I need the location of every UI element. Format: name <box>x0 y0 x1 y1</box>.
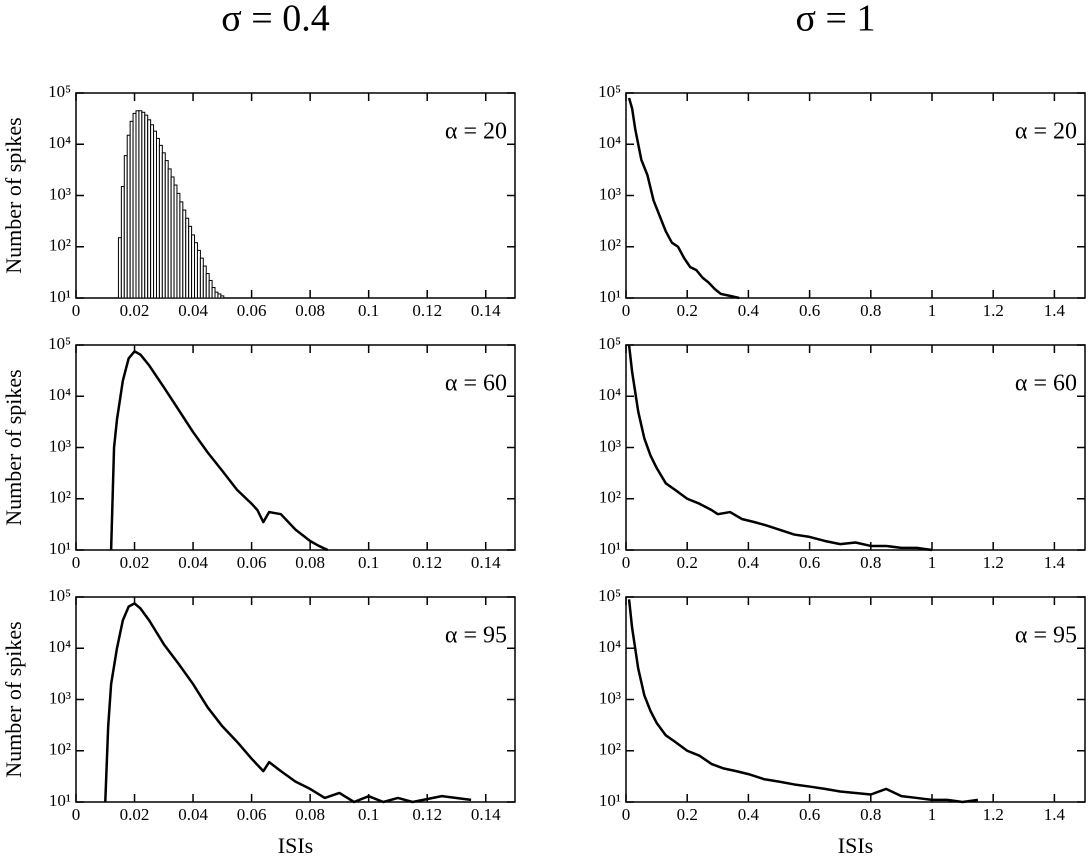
y-tick-label: 10¹ <box>599 791 621 810</box>
x-tick-label: 0.08 <box>295 301 325 320</box>
y-tick-label: 10³ <box>599 436 621 455</box>
x-tick-label: 0.06 <box>237 553 267 572</box>
x-tick-label: 0.14 <box>471 553 501 572</box>
x-tick-label: 0 <box>622 805 631 824</box>
x-tick-label: 0.2 <box>677 553 698 572</box>
y-tick-label: 10¹ <box>49 287 71 306</box>
column-title: σ = 1 <box>796 0 876 40</box>
x-tick-label: 0.6 <box>799 805 820 824</box>
y-tick-label: 10⁵ <box>598 82 621 101</box>
x-tick-label: 0.4 <box>738 301 760 320</box>
y-tick-label: 10⁴ <box>48 133 71 152</box>
x-tick-label: 0 <box>72 805 81 824</box>
x-tick-label: 0 <box>622 553 631 572</box>
annotation: α = 95 <box>445 623 507 649</box>
y-tick-label: 10¹ <box>49 791 71 810</box>
x-tick-label: 0.06 <box>237 805 267 824</box>
data-line <box>627 97 740 300</box>
y-tick-label: 10² <box>599 488 621 507</box>
y-tick-label: 10² <box>49 236 71 255</box>
x-tick-label: 0.12 <box>412 553 442 572</box>
bar <box>220 295 225 299</box>
x-tick-label: 0.2 <box>677 301 698 320</box>
y-tick-label: 10¹ <box>599 287 621 306</box>
y-tick-label: 10³ <box>49 688 71 707</box>
y-tick-label: 10⁴ <box>48 637 71 656</box>
x-tick-label: 0.8 <box>860 805 881 824</box>
x-tick-label: 0.1 <box>358 805 379 824</box>
x-tick-label: 1 <box>928 805 937 824</box>
x-tick-label: 0.04 <box>178 301 208 320</box>
y-axis-label: Number of spikes <box>1 117 26 273</box>
y-tick-label: 10³ <box>599 184 621 203</box>
x-tick-label: 0 <box>72 301 81 320</box>
x-tick-label: 0.02 <box>120 301 150 320</box>
annotation: α = 20 <box>445 119 507 145</box>
x-tick-label: 1.2 <box>983 805 1004 824</box>
x-tick-label: 0 <box>72 553 81 572</box>
x-tick-label: 0.1 <box>358 301 379 320</box>
x-tick-label: 0 <box>622 301 631 320</box>
y-tick-label: 10⁴ <box>48 385 71 404</box>
x-tick-label: 1 <box>928 553 937 572</box>
x-tick-label: 0.6 <box>799 301 820 320</box>
y-tick-label: 10⁵ <box>598 334 621 353</box>
x-tick-label: 0.14 <box>471 301 501 320</box>
y-tick-label: 10¹ <box>49 539 71 558</box>
x-tick-label: 0.4 <box>738 805 760 824</box>
x-tick-label: 0.02 <box>120 553 150 572</box>
column-title: σ = 0.4 <box>221 0 329 40</box>
y-tick-label: 10⁴ <box>598 133 621 152</box>
y-axis-label: Number of spikes <box>1 621 26 777</box>
y-tick-label: 10³ <box>49 184 71 203</box>
x-tick-label: 1.2 <box>983 553 1004 572</box>
data-line <box>104 602 472 804</box>
x-tick-label: 0.02 <box>120 805 150 824</box>
x-axis-label: ISIs <box>278 833 313 858</box>
x-tick-label: 0.14 <box>471 805 501 824</box>
y-tick-label: 10⁴ <box>598 385 621 404</box>
annotation: α = 95 <box>1015 623 1077 649</box>
x-tick-label: 1.4 <box>1044 805 1066 824</box>
y-tick-label: 10² <box>49 740 71 759</box>
x-tick-label: 1.4 <box>1044 301 1066 320</box>
x-tick-label: 0.1 <box>358 553 379 572</box>
annotation: α = 20 <box>1015 119 1077 145</box>
x-tick-label: 0.08 <box>295 805 325 824</box>
x-tick-label: 0.2 <box>677 805 698 824</box>
y-tick-label: 10⁴ <box>598 637 621 656</box>
x-tick-label: 0.04 <box>178 553 208 572</box>
x-tick-label: 0.8 <box>860 553 881 572</box>
x-tick-label: 0.8 <box>860 301 881 320</box>
x-tick-label: 0.12 <box>412 301 442 320</box>
x-tick-label: 0.04 <box>178 805 208 824</box>
annotation: α = 60 <box>1015 371 1077 397</box>
x-tick-label: 0.4 <box>738 553 760 572</box>
x-tick-label: 0.12 <box>412 805 442 824</box>
y-tick-label: 10⁵ <box>598 586 621 605</box>
y-tick-label: 10² <box>599 236 621 255</box>
x-tick-label: 0.06 <box>237 301 267 320</box>
y-tick-label: 10⁵ <box>48 334 71 353</box>
x-tick-label: 1.2 <box>983 301 1004 320</box>
x-axis-label: ISIs <box>838 833 873 858</box>
x-tick-label: 1.4 <box>1044 553 1066 572</box>
y-tick-label: 10² <box>49 488 71 507</box>
y-tick-label: 10¹ <box>599 539 621 558</box>
y-tick-label: 10⁵ <box>48 82 71 101</box>
annotation: α = 60 <box>445 371 507 397</box>
y-axis-label: Number of spikes <box>1 369 26 525</box>
x-tick-label: 0.6 <box>799 553 820 572</box>
x-tick-label: 1 <box>928 301 937 320</box>
data-line <box>627 344 933 552</box>
y-tick-label: 10⁵ <box>48 586 71 605</box>
y-tick-label: 10³ <box>599 688 621 707</box>
data-line <box>109 350 329 552</box>
y-tick-label: 10² <box>599 740 621 759</box>
data-line <box>627 599 979 804</box>
x-tick-label: 0.08 <box>295 553 325 572</box>
y-tick-label: 10³ <box>49 436 71 455</box>
